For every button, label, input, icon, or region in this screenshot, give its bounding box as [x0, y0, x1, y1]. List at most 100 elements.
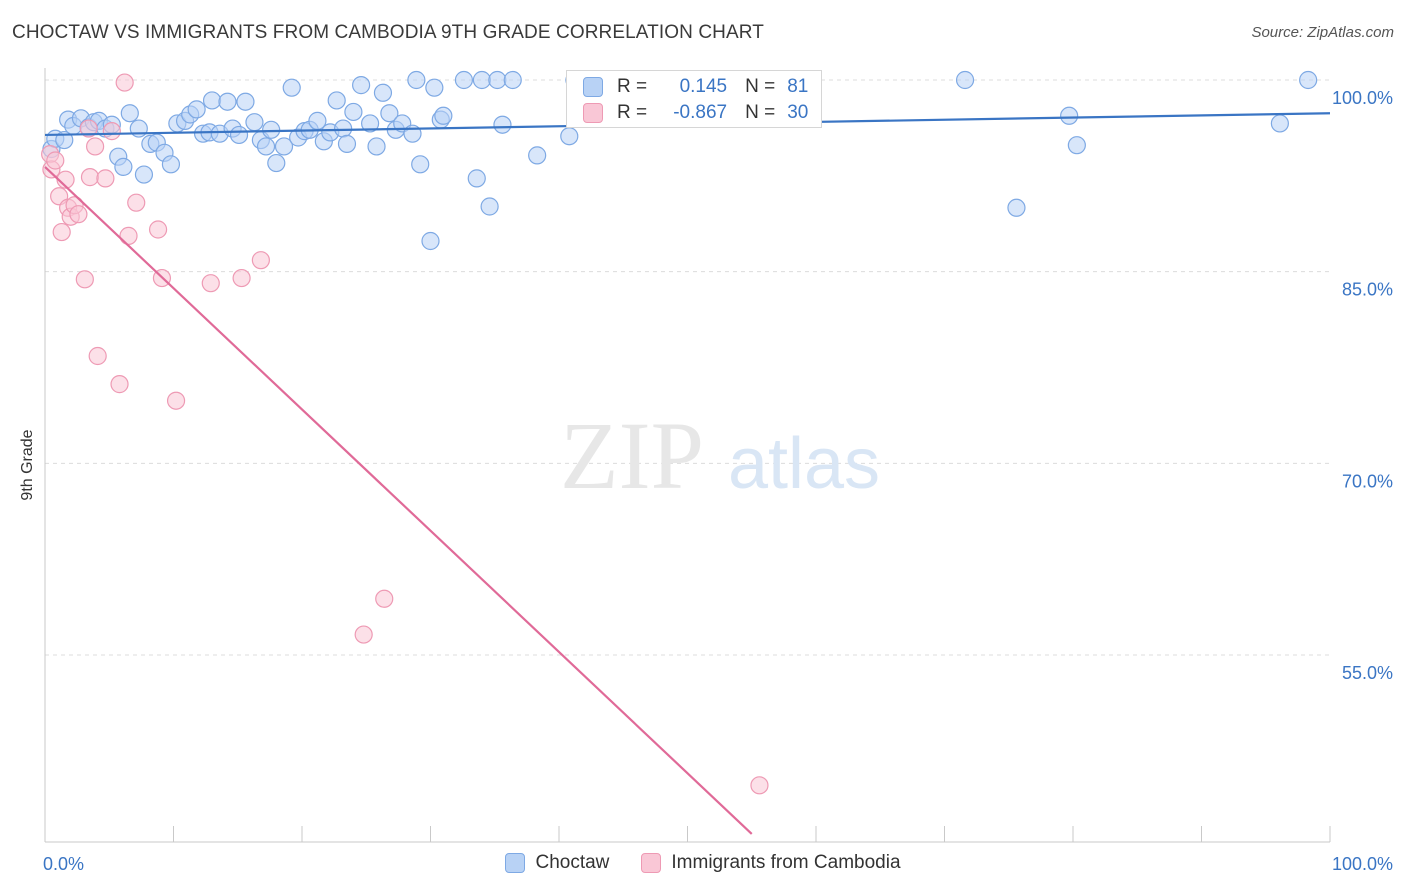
choctaw-point: [373, 83, 393, 102]
tick-labels: 100.0% 85.0% 70.0% 55.0% 0.0% 100.0%: [43, 88, 1393, 874]
n-value: 30: [787, 102, 809, 123]
choctaw-point: [274, 137, 294, 156]
legend-item-cambodia: Immigrants from Cambodia: [641, 852, 901, 874]
choctaw-point: [229, 125, 249, 145]
r-label: R =: [617, 76, 648, 97]
cambodia-point: [251, 251, 270, 270]
source-label: Source: ZipAtlas.com: [1251, 24, 1394, 41]
x-tick-label-max: 100.0%: [1332, 854, 1393, 874]
choctaw-point: [327, 91, 346, 110]
cambodia-point: [119, 226, 138, 245]
watermark: ZIP atlas: [560, 402, 880, 509]
cambodia-point: [201, 274, 220, 293]
choctaw-point: [1007, 198, 1026, 217]
choctaw-point: [467, 169, 486, 188]
watermark-atlas: atlas: [728, 424, 880, 504]
y-tick-label: 70.0%: [1342, 471, 1393, 491]
cambodia-point: [148, 220, 168, 239]
choctaw-point: [421, 231, 440, 251]
cambodia-point: [52, 222, 71, 242]
choctaw-point: [337, 134, 357, 153]
choctaw-point: [114, 157, 133, 176]
choctaw-point: [503, 70, 522, 90]
choctaw-point: [134, 165, 154, 184]
cambodia-point: [127, 193, 146, 212]
choctaw-point: [120, 104, 139, 123]
cambodia-point: [750, 776, 769, 795]
choctaw-point: [344, 102, 363, 122]
cambodia-point: [115, 73, 134, 92]
cambodia-point: [166, 391, 186, 410]
choctaw-point: [187, 100, 206, 119]
gridlines: [45, 79, 1330, 656]
n-label: N =: [745, 76, 776, 97]
choctaw-point: [380, 104, 399, 123]
cambodia-point: [375, 589, 394, 608]
chart-title: CHOCTAW VS IMMIGRANTS FROM CAMBODIA 9TH …: [12, 22, 764, 43]
cambodia-point: [86, 137, 105, 156]
legend-item-choctaw: Choctaw: [505, 852, 609, 874]
cambodia-point: [75, 270, 94, 289]
stats-legend: R = 0.145 N = 81 R = -0.867 N = 30: [566, 70, 822, 128]
r-value: -0.867: [673, 102, 728, 123]
cambodia-point: [102, 122, 121, 141]
choctaw-point: [955, 70, 975, 90]
choctaw-point: [161, 155, 181, 174]
choctaw-point: [367, 137, 386, 156]
choctaw-point: [434, 106, 453, 125]
choctaw-point: [472, 70, 491, 90]
choctaw-point: [454, 70, 474, 90]
choctaw-point: [1060, 106, 1079, 125]
choctaw-point: [1067, 136, 1086, 155]
choctaw-point: [411, 155, 430, 174]
cambodia-point: [69, 205, 88, 224]
cambodia-trend-line: [44, 166, 753, 835]
choctaw-swatch: [583, 77, 603, 97]
n-value: 81: [787, 76, 809, 97]
cambodia-point: [232, 268, 251, 288]
choctaw-point: [245, 113, 264, 132]
cambodia-point: [354, 625, 373, 644]
cambodia-point: [46, 151, 65, 170]
choctaw-point: [1299, 70, 1318, 90]
stats-row-cambodia: R = -0.867 N = 30: [583, 101, 808, 125]
cambodia-point: [80, 168, 100, 187]
axes: [44, 68, 1331, 843]
r-value: 0.145: [679, 76, 728, 97]
choctaw-point: [256, 137, 276, 156]
legend-label-choctaw: Choctaw: [535, 852, 610, 873]
legend-label-cambodia: Immigrants from Cambodia: [671, 852, 901, 873]
cambodia-point: [79, 119, 98, 138]
choctaw-point: [480, 197, 499, 216]
choctaw-point: [1270, 114, 1289, 133]
choctaw-point: [407, 70, 426, 90]
y-tick-label: 100.0%: [1332, 88, 1393, 108]
r-label: R =: [617, 102, 648, 123]
choctaw-swatch: [505, 853, 526, 873]
choctaw-point: [352, 76, 371, 95]
series-legend: Choctaw Immigrants from Cambodia: [0, 852, 1406, 874]
choctaw-point: [560, 127, 579, 146]
choctaw-point: [262, 120, 281, 139]
choctaw-point: [528, 146, 547, 165]
choctaw-point: [55, 130, 74, 150]
cambodia-point: [96, 169, 115, 188]
choctaw-point: [218, 92, 237, 111]
cambodia-swatch: [641, 853, 662, 873]
choctaw-point: [493, 115, 512, 134]
y-tick-label: 85.0%: [1342, 280, 1393, 300]
stats-row-choctaw: R = 0.145 N = 81: [583, 75, 808, 99]
y-tick-label: 55.0%: [1342, 663, 1393, 683]
watermark-zip: ZIP: [560, 402, 704, 509]
choctaw-point: [202, 91, 222, 110]
choctaw-point: [334, 119, 353, 138]
choctaw-point: [488, 70, 507, 90]
x-tick-label-min: 0.0%: [43, 854, 84, 874]
cambodia-point: [110, 375, 129, 394]
n-label: N =: [745, 102, 776, 123]
choctaw-point: [361, 114, 380, 133]
choctaw-point: [236, 92, 255, 111]
cambodia-point: [88, 346, 107, 366]
cambodia-swatch: [583, 103, 603, 123]
